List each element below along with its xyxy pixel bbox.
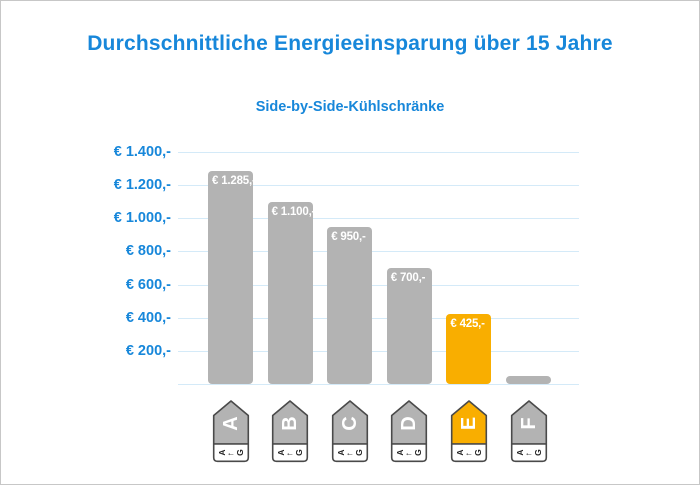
tag-scale-text: G: [294, 449, 304, 456]
tag-class-letter: E: [458, 417, 480, 430]
tag-scale-text: A: [336, 450, 346, 456]
gridline: [178, 185, 579, 187]
energy-tag-F: F A ← G: [510, 399, 548, 463]
tag-scale-box: [271, 443, 309, 463]
tag-scale-text: A: [276, 450, 286, 456]
plot-area: [178, 152, 579, 385]
bar-C: € 950,-: [327, 226, 373, 384]
energy-tag-D: D A ← G: [390, 399, 428, 463]
bar-value-label: € 950,-: [331, 230, 366, 243]
eu-energy-class-tag-icon: F A ← G: [510, 400, 547, 463]
tag-class-letter: F: [518, 417, 540, 429]
bar-B: € 1.100,-: [267, 201, 316, 384]
tag-scale-text: A: [455, 450, 465, 456]
gridline: [178, 317, 579, 319]
energy-tag-B: B A ← G: [271, 399, 309, 463]
y-tick-label: € 1.000,-: [113, 210, 171, 227]
tag-class-letter: A: [220, 416, 242, 430]
tag-scale-text: ←: [405, 448, 414, 458]
chart-subtitle: Side-by-Side-Kühlschränke: [255, 99, 445, 115]
energy-tag-C: C A ← G: [331, 399, 369, 463]
tag-scale-box: [212, 443, 249, 463]
tag-scale-text: A: [217, 450, 227, 456]
bar-F: [506, 375, 551, 384]
tag-scale-text: A: [395, 450, 405, 456]
tag-class-letter: C: [339, 416, 361, 430]
gridline: [178, 284, 579, 286]
y-tick-label: € 400,-: [125, 309, 171, 326]
tag-scale-box: [450, 443, 487, 463]
gridline: [178, 152, 579, 153]
gridline: [178, 251, 579, 253]
energy-tag-A: A A ← G: [212, 399, 250, 463]
bar-A: € 1.285,-: [208, 171, 256, 384]
tag-scale-text: ←: [226, 448, 235, 458]
bar-value-label: € 425,-: [450, 317, 485, 330]
eu-energy-class-tag-icon: AA ← G: [212, 400, 249, 463]
y-tick-label: € 200,-: [125, 342, 171, 359]
gridline: [178, 218, 579, 220]
bar-value-label: € 700,-: [390, 272, 426, 284]
tag-scale-text: ←: [345, 448, 354, 458]
y-tick-label: € 800,-: [125, 243, 171, 260]
y-tick-label: € 1.200,-: [113, 177, 171, 194]
tag-scale-text: G: [413, 449, 423, 456]
tag-scale-box: [331, 443, 368, 463]
bar-value-label: € 1.285,-: [212, 175, 256, 188]
gridline: [178, 350, 579, 352]
y-tick-label: € 600,-: [125, 276, 171, 293]
tag-scale-text: G: [533, 449, 543, 456]
bar-value-label: € 1.100,-: [271, 205, 316, 218]
eu-energy-class-tag-icon: E A ← G: [450, 400, 487, 463]
eu-energy-class-tag-icon: C A ← G: [331, 400, 368, 463]
tag-class-letter: B: [279, 416, 301, 430]
tag-scale-box: [510, 443, 547, 463]
bar-E: € 425,-: [446, 313, 492, 384]
gridline: [178, 384, 579, 385]
tag-scale-text: ←: [465, 448, 474, 458]
tag-scale-text: G: [235, 449, 245, 456]
energy-tag-E: E A ← G: [450, 399, 488, 463]
tag-scale-text: ←: [524, 448, 533, 458]
eu-energy-class-tag-icon: B A ← G: [271, 400, 309, 463]
tag-scale-text: G: [473, 449, 483, 456]
page-title: Durchschnittliche Energieeinsparung über…: [87, 32, 613, 55]
eu-energy-class-tag-icon: D A ← G: [391, 400, 428, 463]
y-tick-label: € 1.400,-: [113, 144, 171, 160]
bar-D: € 700,-: [386, 268, 432, 384]
tag-scale-text: G: [354, 449, 364, 456]
tag-scale-text: ←: [286, 448, 295, 458]
tag-scale-text: A: [515, 450, 525, 456]
tag-class-letter: D: [398, 416, 420, 430]
tag-scale-box: [391, 443, 428, 463]
